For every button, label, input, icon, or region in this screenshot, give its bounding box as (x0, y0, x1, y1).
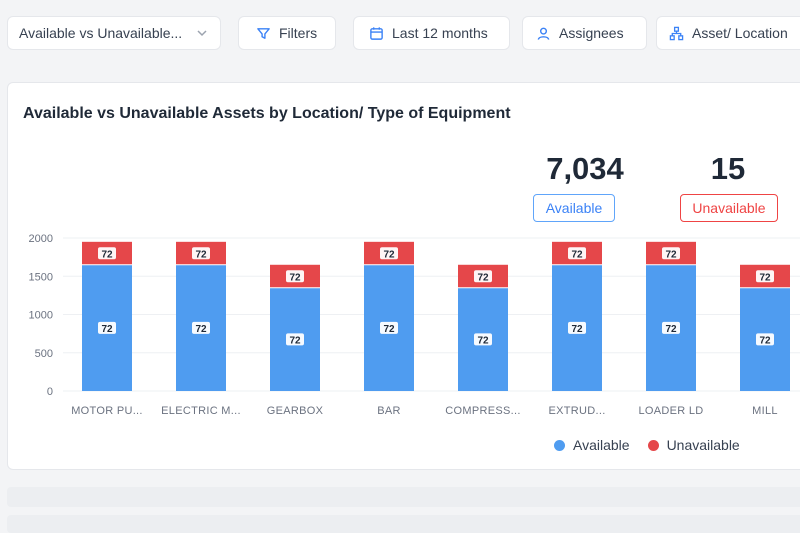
data-label-available: 72 (477, 335, 489, 346)
legend-item-available[interactable]: Available (554, 437, 630, 453)
data-label-unavailable: 72 (195, 249, 207, 260)
next-card-placeholder-2 (7, 515, 800, 533)
filter-icon (256, 26, 271, 41)
x-tick-label: COMPRESS... (445, 405, 520, 417)
chart-legend: Available Unavailable (554, 437, 758, 453)
chart-card: Available vs Unavailable Assets by Locat… (7, 82, 800, 470)
data-label-available-box (192, 321, 210, 334)
unavailable-badge[interactable]: Unavailable (680, 194, 778, 222)
x-tick-label: ELECTRIC M... (161, 405, 241, 417)
data-label-available: 72 (383, 324, 395, 335)
dropdown-value: Available vs Unavailable... (19, 25, 183, 41)
data-label-unavailable-box (380, 247, 398, 260)
legend-dot-available (554, 439, 565, 451)
y-tick-label: 0 (47, 386, 53, 398)
data-label-available: 72 (759, 335, 771, 346)
data-label-available-box (286, 333, 304, 346)
data-label-available-box (474, 333, 492, 346)
chart-title: Available vs Unavailable Assets by Locat… (23, 105, 511, 122)
x-tick-label: EXTRUD... (548, 405, 605, 417)
report-type-dropdown[interactable]: Available vs Unavailable... (7, 16, 221, 50)
next-card-placeholder (7, 487, 800, 507)
filters-button[interactable]: Filters (238, 16, 336, 50)
data-label-unavailable-box (756, 270, 774, 283)
data-label-available-box (380, 321, 398, 334)
hierarchy-icon (669, 26, 684, 41)
x-tick-label: MILL (752, 405, 778, 417)
calendar-icon (369, 26, 384, 41)
y-tick-label: 500 (35, 348, 53, 360)
data-label-unavailable-box (98, 247, 116, 260)
data-label-unavailable: 72 (383, 249, 395, 260)
legend-dot-unavailable (647, 439, 659, 451)
y-tick-label: 1500 (29, 271, 53, 283)
date-range-label: Last 12 months (392, 25, 488, 41)
data-label-available-box (662, 321, 680, 334)
legend-item-unavailable[interactable]: Unavailable (647, 437, 740, 453)
assignees-button[interactable]: Assignees (522, 16, 647, 50)
x-tick-label: LOADER LD (638, 405, 703, 417)
x-tick-label: BAR (377, 405, 401, 417)
data-label-unavailable: 72 (477, 272, 489, 283)
x-tick-label: MOTOR PU... (71, 405, 143, 417)
unavailable-count: 15 (710, 151, 746, 186)
stacked-bar-chart: 0 500 1000 1500 2000 72 72 MOTOR PU... 72 72 ELECT… (29, 233, 800, 417)
user-icon (536, 26, 551, 41)
data-label-unavailable-box (192, 247, 210, 260)
data-label-available: 72 (195, 324, 207, 335)
asset-location-label: Asset/ Location (692, 25, 788, 41)
available-count: 7,034 (546, 151, 624, 186)
assignees-label: Assignees (559, 25, 624, 41)
data-label-unavailable-box (568, 247, 586, 260)
chevron-down-icon (196, 27, 208, 39)
data-label-unavailable: 72 (759, 272, 771, 283)
asset-location-button[interactable]: Asset/ Location (656, 16, 800, 50)
data-label-unavailable: 72 (571, 249, 583, 260)
data-label-unavailable-box (286, 270, 304, 283)
y-tick-label: 1000 (29, 310, 53, 322)
data-label-available-box (568, 321, 586, 334)
data-label-unavailable: 72 (289, 272, 301, 283)
data-label-available: 72 (289, 335, 301, 346)
data-label-unavailable-box (474, 270, 492, 283)
data-label-available-box (756, 333, 774, 346)
data-label-available: 72 (665, 324, 677, 335)
available-badge[interactable]: Available (533, 194, 615, 222)
data-label-available-box (98, 321, 116, 334)
data-label-unavailable: 72 (101, 249, 113, 260)
legend-label-unavailable: Unavailable (666, 437, 740, 453)
y-tick-label: 2000 (29, 233, 53, 245)
data-label-unavailable: 72 (665, 249, 677, 260)
data-label-available: 72 (101, 324, 113, 335)
x-tick-label: GEARBOX (267, 405, 324, 417)
data-label-available: 72 (571, 324, 583, 335)
toolbar: Available vs Unavailable... Filters Last… (0, 0, 800, 66)
legend-label-available: Available (573, 437, 630, 453)
filters-label: Filters (279, 25, 318, 41)
data-label-unavailable-box (662, 247, 680, 260)
date-range-button[interactable]: Last 12 months (353, 16, 510, 50)
